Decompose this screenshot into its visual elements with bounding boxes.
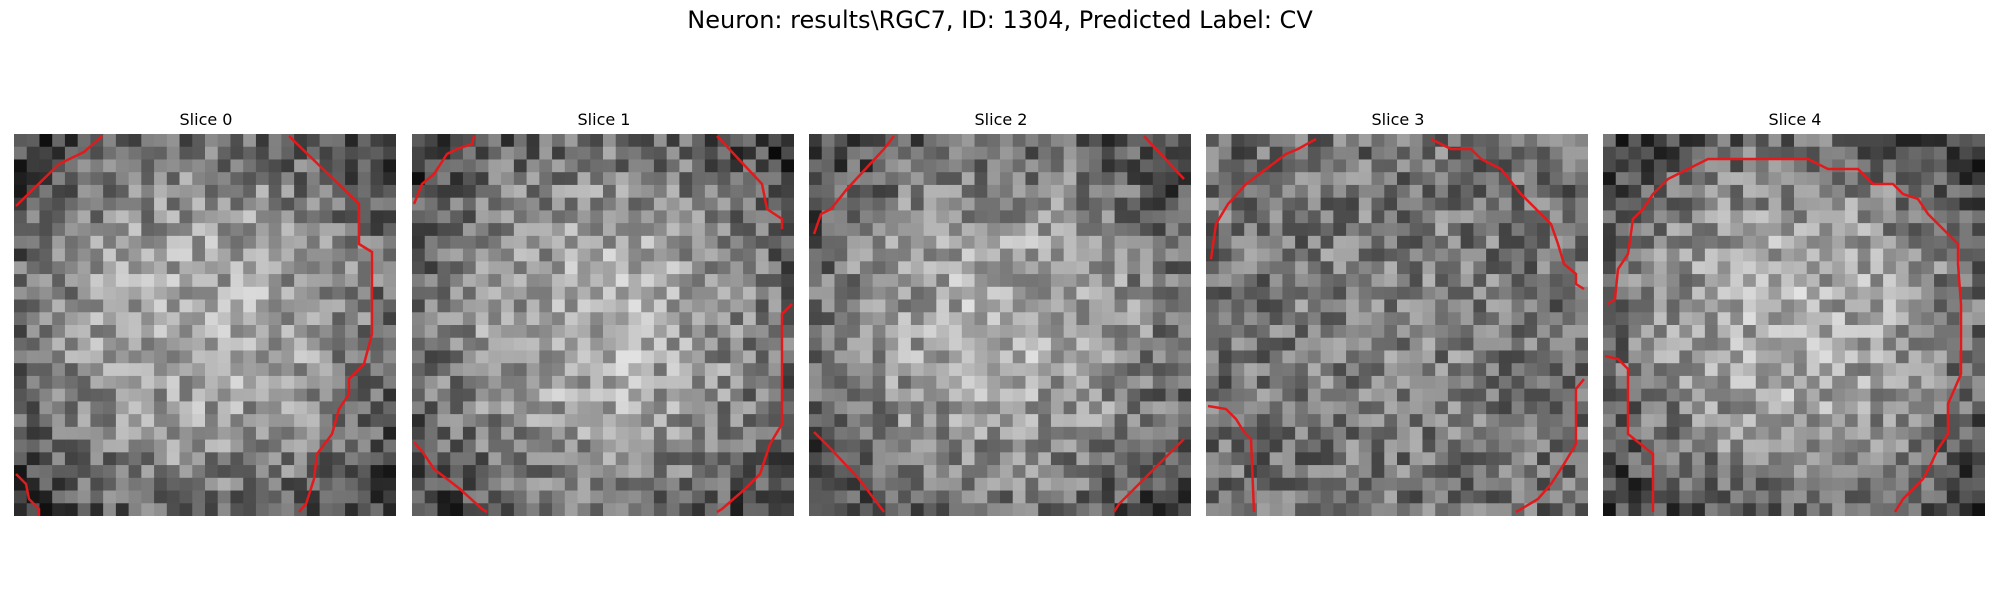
roi-contour-line: [1430, 137, 1585, 291]
slice-image: [809, 134, 1191, 516]
roi-contour-line: [412, 135, 476, 205]
roi-contour-line: [1112, 438, 1185, 513]
slice-image: [14, 134, 396, 516]
roi-contour-line: [1607, 157, 1963, 513]
slice-panel-0: Slice 0: [14, 108, 398, 516]
roi-contour-line: [15, 135, 103, 207]
pixel-grid: [412, 134, 794, 516]
pixel-grid: [1603, 134, 1985, 516]
pixel-grid: [14, 134, 396, 516]
roi-contour-line: [1207, 404, 1256, 513]
roi-contour-line: [813, 431, 885, 513]
roi-contour-line: [15, 473, 41, 516]
slice-image: [1603, 134, 1985, 516]
slice-title: Slice 2: [974, 110, 1028, 129]
slice-panel-1: Slice 1: [412, 108, 796, 516]
slice-panel-4: Slice 4: [1603, 108, 1987, 516]
figure-title: Neuron: results\RGC7, ID: 1304, Predicte…: [687, 6, 1313, 34]
roi-contour-line: [716, 135, 784, 229]
roi-contour-line: [812, 135, 895, 235]
slice-panel-3: Slice 3: [1206, 108, 1590, 516]
roi-contour-line: [288, 135, 374, 513]
roi-contour-line: [716, 303, 793, 514]
roi-contour-line: [1515, 378, 1585, 514]
roi-contour-line: [1209, 137, 1317, 260]
pixel-grid: [809, 134, 1191, 516]
slice-image: [1206, 134, 1588, 516]
slice-panel-2: Slice 2: [809, 108, 1193, 516]
roi-contour-line: [1143, 135, 1185, 180]
slice-title: Slice 0: [179, 110, 233, 129]
slice-image: [412, 134, 794, 516]
slice-title: Slice 4: [1768, 110, 1822, 129]
roi-contour-line: [1604, 354, 1655, 512]
pixel-grid: [1206, 134, 1588, 516]
slice-title: Slice 3: [1371, 110, 1425, 129]
slice-title: Slice 1: [577, 110, 631, 129]
roi-contour-line: [413, 441, 488, 514]
